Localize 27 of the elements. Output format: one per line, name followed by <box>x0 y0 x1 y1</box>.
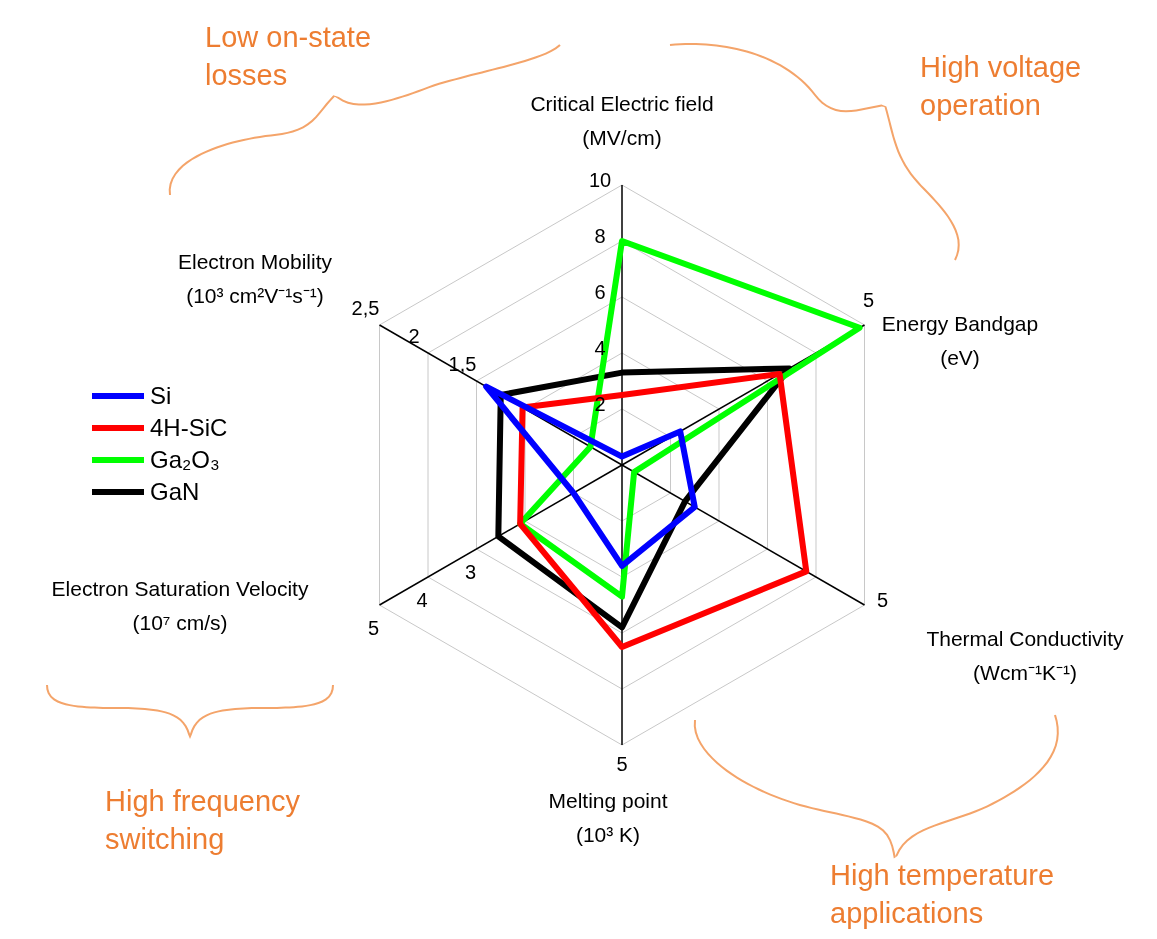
text: 6 <box>594 280 606 303</box>
text: 3 <box>464 560 477 583</box>
legend-label: GaN <box>150 478 200 506</box>
text: 10 <box>588 168 612 191</box>
spoke-label: Energy Bandgap (eV) <box>881 311 1039 369</box>
text: High temperature applications <box>830 858 1056 931</box>
spoke-label: Melting point (10³ K) <box>548 788 668 846</box>
text: 5 <box>876 588 889 611</box>
spoke-label: Electron Mobility (10³ cm²V⁻¹s⁻¹) <box>177 249 333 307</box>
text: 4 <box>416 588 428 611</box>
text: 2 <box>594 392 606 415</box>
text: High frequency switching <box>105 784 302 857</box>
text: 1,5 <box>448 352 477 375</box>
spoke-label: Electron Saturation Velocity (10⁷ cm/s) <box>51 576 309 634</box>
text: 8 <box>594 224 606 247</box>
text: 5 <box>616 752 628 775</box>
text: 5 <box>367 616 380 639</box>
text: 5 <box>862 288 875 311</box>
spoke-label: Critical Electric field (MV/cm) <box>530 91 714 149</box>
text: 2,5 <box>351 296 380 319</box>
text: 2 <box>408 324 420 347</box>
text: High voltage operation <box>920 50 1083 123</box>
text: Low on-state losses <box>205 20 373 93</box>
legend-label: Ga₂O₃ <box>150 446 220 474</box>
legend-label: Si <box>150 382 172 410</box>
spoke-label: Thermal Conductivity (Wcm⁻¹K⁻¹) <box>926 626 1125 684</box>
legend-label: 4H-SiC <box>150 414 228 442</box>
